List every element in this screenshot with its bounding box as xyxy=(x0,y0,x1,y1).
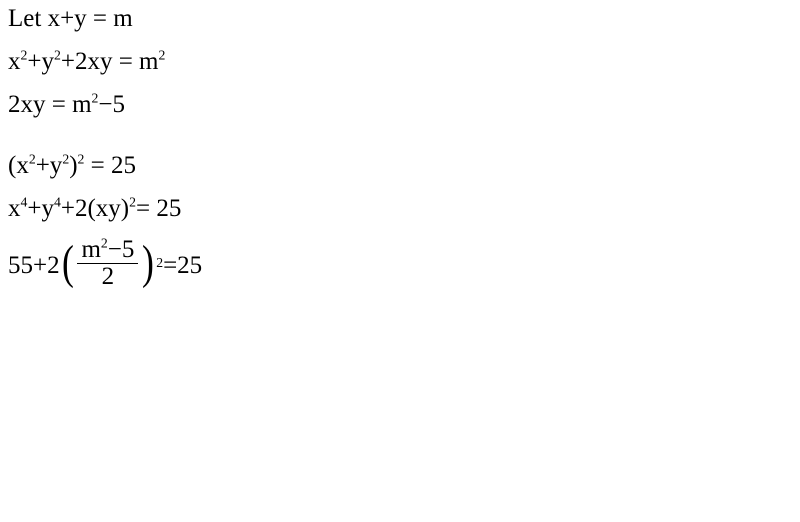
line-4: (x2+y2)2 = 25 xyxy=(8,153,792,178)
line-6: 55+2( m2−5 2 )2=25 xyxy=(8,239,792,293)
l6-num-m: m xyxy=(81,236,100,263)
l6-numerator: m2−5 xyxy=(77,237,138,264)
l2-rest: +2xy = m xyxy=(61,48,159,75)
l5-y-exp: 4 xyxy=(54,195,61,210)
l6-denominator: 2 xyxy=(77,264,138,290)
l5-tail: = 25 xyxy=(136,195,181,222)
l6-expr: 55+2( m2−5 2 )2=25 xyxy=(8,239,202,293)
l3-a: 2xy = m xyxy=(8,91,92,118)
line-1-text: Let x+y = m xyxy=(8,5,133,32)
l6-outer-exp: 2 xyxy=(156,256,163,270)
l2-plus-y: +y xyxy=(27,48,54,75)
l6-head: 55+2 xyxy=(8,253,60,278)
line-1: Let x+y = m xyxy=(8,6,792,31)
l5-xy-exp: 2 xyxy=(129,195,136,210)
l4-x-exp: 2 xyxy=(29,152,36,167)
l6-num-m-exp: 2 xyxy=(101,236,108,251)
l5-2xy: +2(xy) xyxy=(61,195,129,222)
math-derivation: Let x+y = m x2+y2+2xy = m2 2xy = m2−5 (x… xyxy=(0,0,800,293)
l6-num-minus5: −5 xyxy=(108,236,135,263)
l3-b: −5 xyxy=(98,91,125,118)
l2-x: x xyxy=(8,48,21,75)
l4-tail: = 25 xyxy=(84,152,136,179)
l6-lparen: ( xyxy=(62,244,74,282)
line-3: 2xy = m2−5 xyxy=(8,92,792,117)
l4-plus-y: +y xyxy=(36,152,63,179)
l4-lp: (x xyxy=(8,152,29,179)
l6-rparen: ) xyxy=(142,244,154,282)
line-2: x2+y2+2xy = m2 xyxy=(8,49,792,74)
l4-rp: ) xyxy=(69,152,77,179)
l2-y-exp: 2 xyxy=(54,48,61,63)
l6-fraction: m2−5 2 xyxy=(77,237,138,291)
line-5: x4+y4+2(xy)2= 25 xyxy=(8,196,792,221)
l5-plus-y: +y xyxy=(27,195,54,222)
l6-tail: =25 xyxy=(163,253,202,278)
l2-m-exp: 2 xyxy=(159,48,166,63)
l5-x: x xyxy=(8,195,21,222)
